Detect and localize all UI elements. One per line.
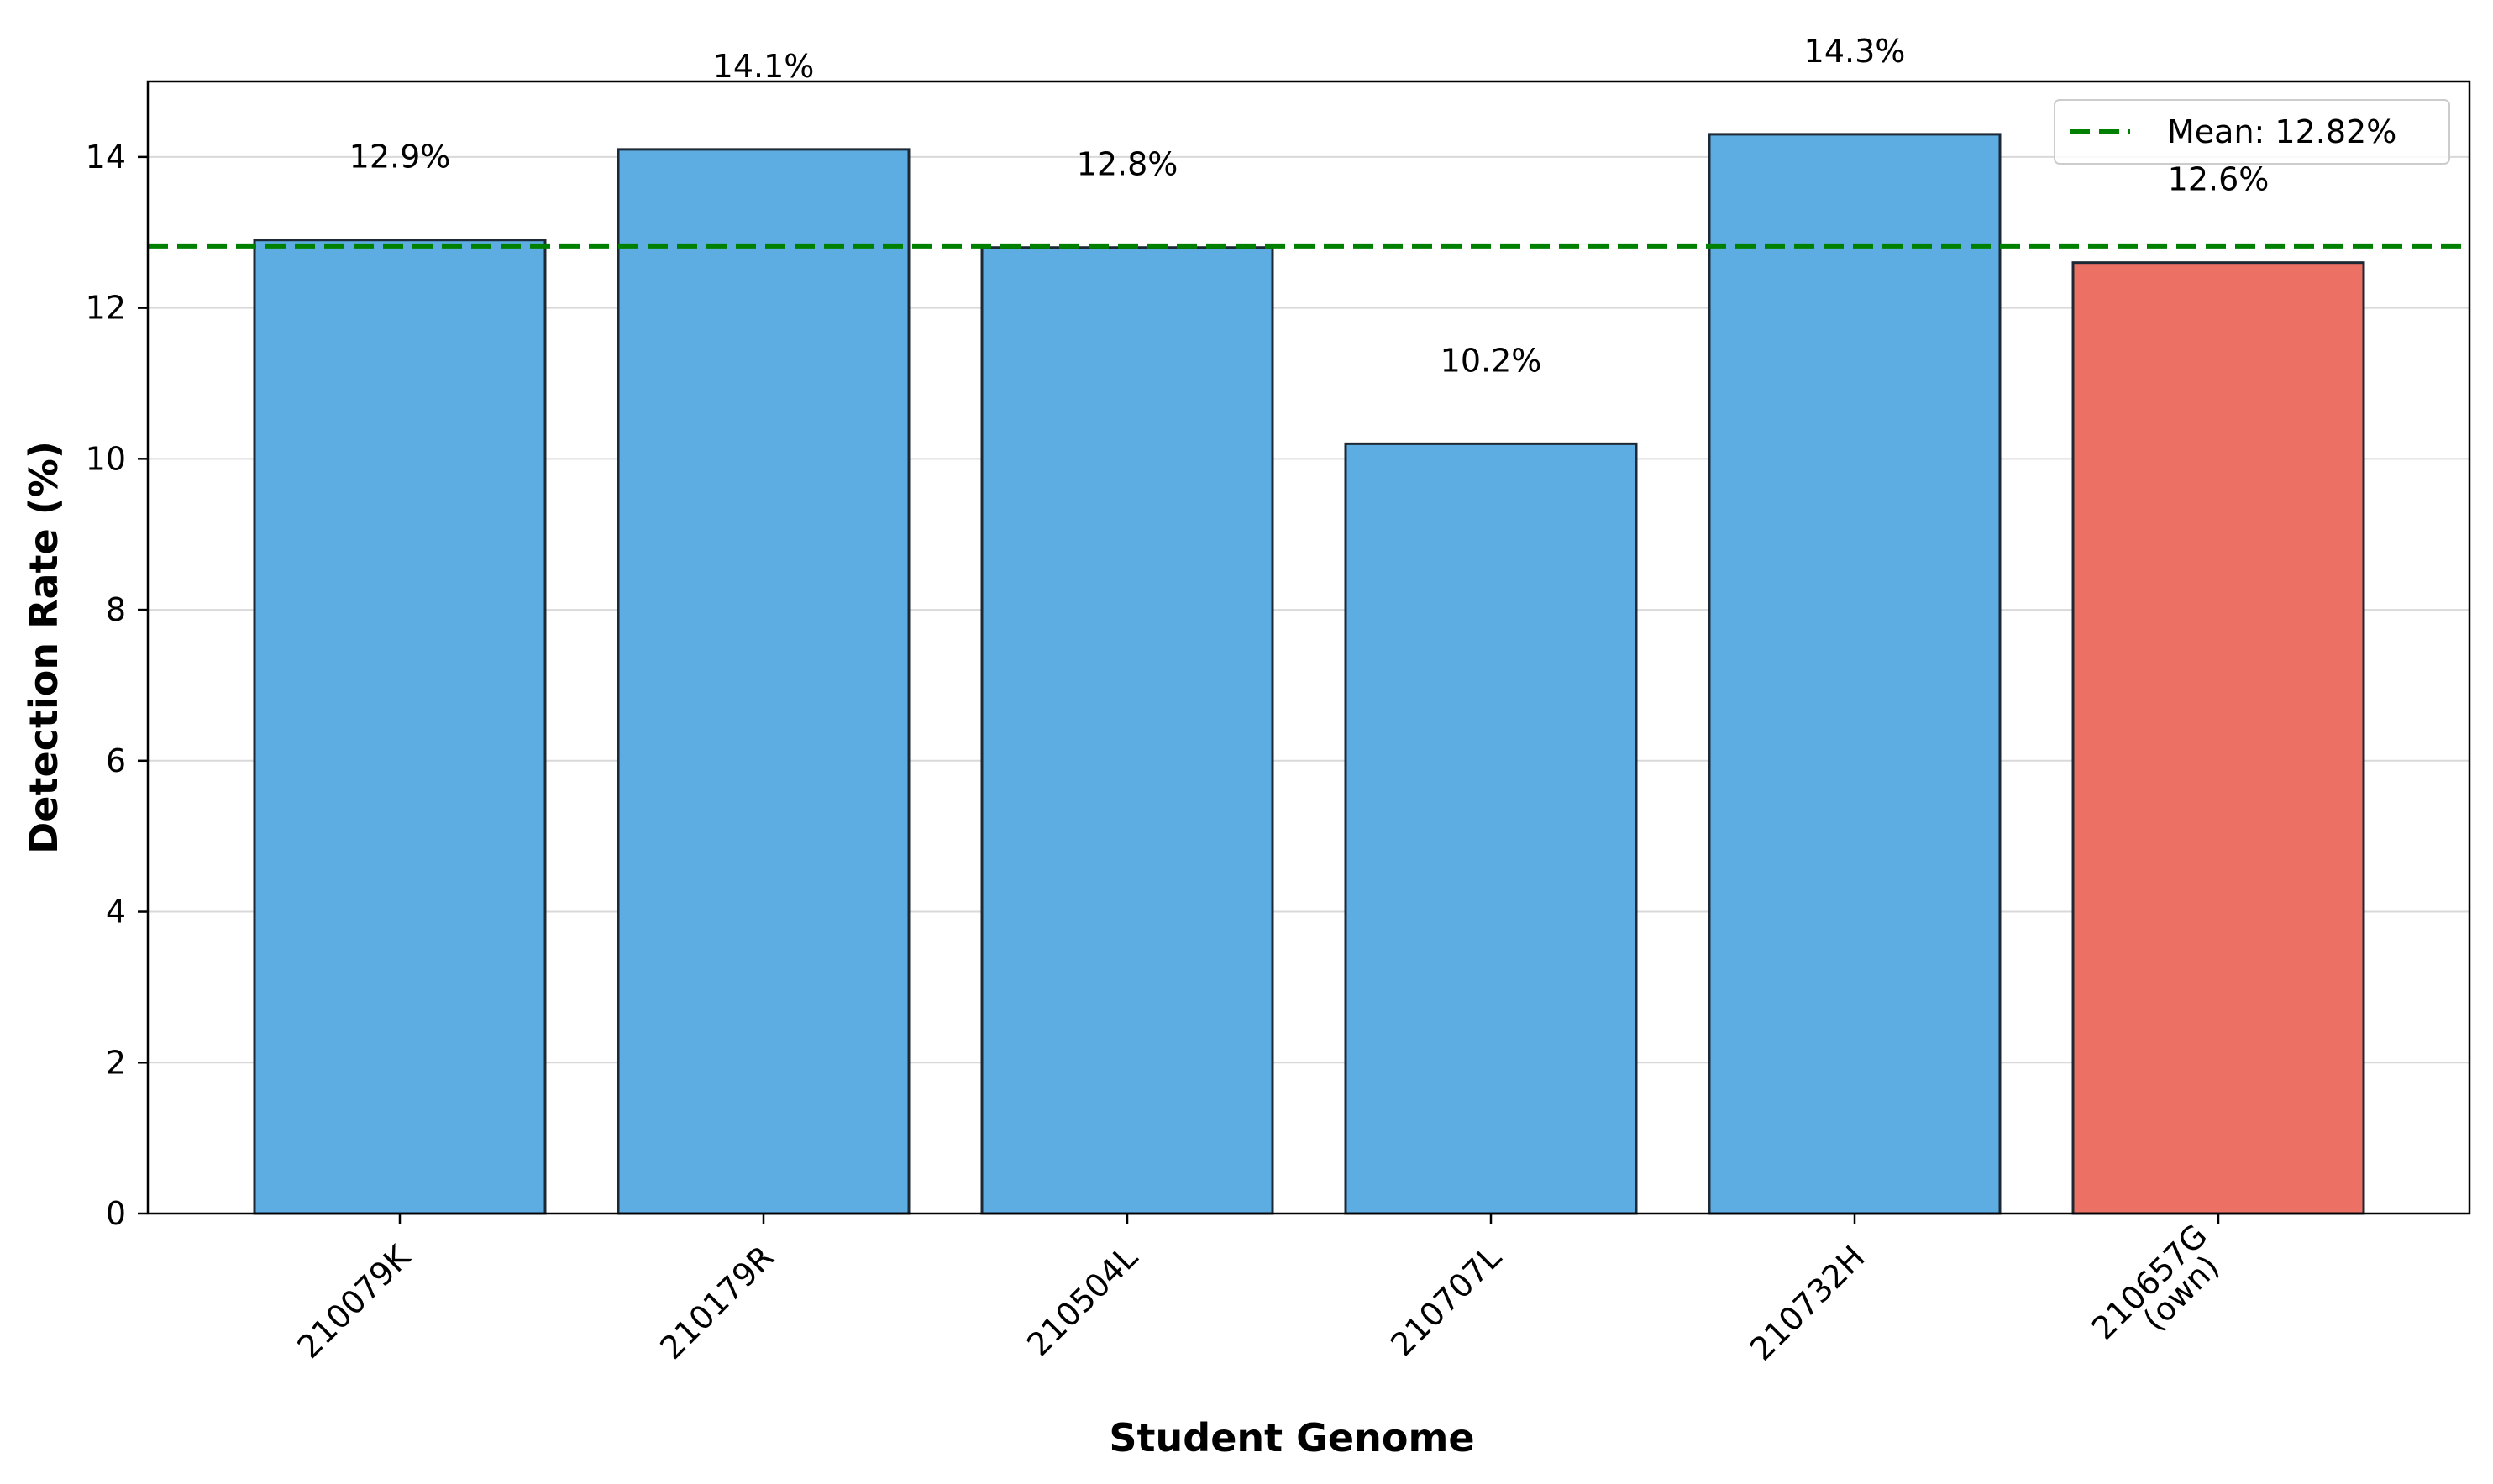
plot-frame	[146, 80, 2471, 1215]
x-tick-label-line: 210179R	[653, 1239, 780, 1366]
bar	[980, 246, 1274, 1215]
x-axis-title: Student Genome	[1109, 1415, 1474, 1460]
x-tick-label: 210707L	[1383, 1239, 1509, 1364]
x-tick-label-group: 210707L	[1383, 1239, 1509, 1364]
x-tick-label-line: 210079K	[290, 1238, 417, 1366]
x-tick-label-line: 210732H	[1743, 1239, 1872, 1368]
bar	[1344, 442, 1638, 1215]
bar	[1708, 133, 2002, 1215]
y-tick-label: 4	[106, 894, 126, 931]
legend-box	[2054, 99, 2450, 165]
bars	[253, 133, 2365, 1215]
x-tick-label: 210732H	[1743, 1239, 1872, 1368]
y-axis-title: Detection Rate (%)	[21, 441, 66, 854]
value-label: 10.2%	[1441, 342, 1542, 379]
x-tick-label: 210179R	[653, 1239, 780, 1366]
x-tick-label: 210504L	[1020, 1239, 1145, 1364]
y-tick-label: 8	[106, 591, 126, 628]
x-tick-label-group: 210732H	[1743, 1239, 1872, 1368]
bar	[617, 148, 911, 1215]
x-tick-label-line: 210707L	[1383, 1239, 1509, 1364]
y-tick-label: 14	[86, 139, 126, 176]
value-label: 12.8%	[1077, 146, 1178, 183]
x-tick-label: 210657G(own)	[2085, 1217, 2236, 1368]
value-label: 14.1%	[713, 48, 815, 85]
y-tick-label: 2	[106, 1044, 126, 1081]
x-tick-label-group: 210179R	[653, 1239, 780, 1366]
bar	[253, 239, 547, 1215]
x-tick-label-line: 210504L	[1020, 1239, 1145, 1364]
data-labels: 12.9% 14.1% 12.8% 10.2% 14.3% 12.6%	[349, 33, 2270, 379]
x-tick-label-group: 210657G(own)	[2085, 1217, 2236, 1368]
x-tick-label-group: 210504L	[1020, 1239, 1145, 1364]
y-tick-label: 12	[86, 290, 126, 327]
value-label: 14.3%	[1804, 33, 1906, 70]
y-tick-label: 0	[106, 1195, 126, 1232]
legend: Mean: 12.82%	[2054, 99, 2450, 165]
x-tick-label-group: 210079K	[290, 1238, 417, 1366]
bar	[2071, 261, 2365, 1215]
x-tick-label: 210079K	[290, 1238, 417, 1366]
value-label: 12.9%	[349, 139, 451, 176]
y-tick-label: 6	[106, 742, 126, 779]
legend-label: Mean: 12.82%	[2167, 113, 2396, 150]
value-label: 12.6%	[2168, 161, 2270, 198]
y-tick-label: 10	[86, 440, 126, 477]
